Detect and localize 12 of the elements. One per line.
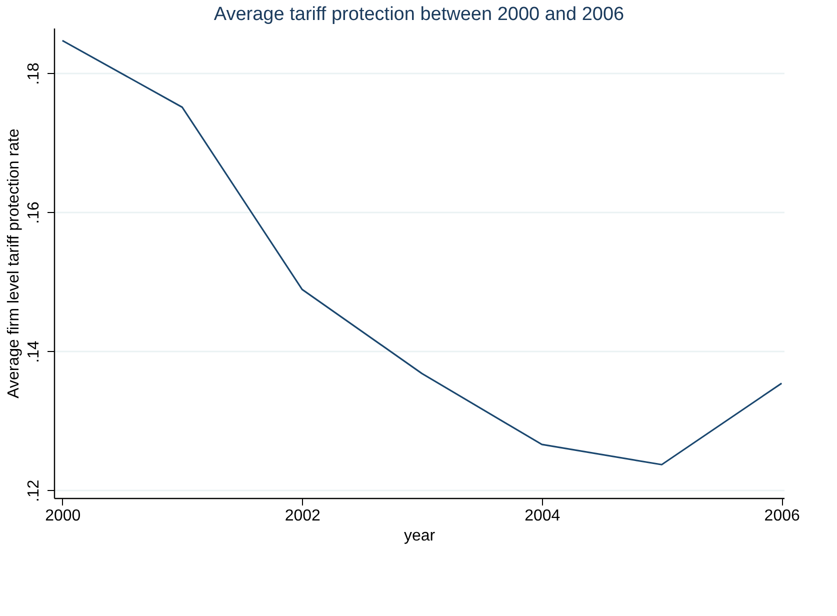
y-tick-label: .16 xyxy=(26,202,42,224)
x-tick-label: 2002 xyxy=(284,508,321,524)
y-axis-title: Average firm level tariff protection rate xyxy=(6,128,22,398)
y-tick-label: .12 xyxy=(26,480,42,502)
x-tick-label: 2000 xyxy=(45,508,81,524)
y-tick-label: .14 xyxy=(26,340,42,363)
chart-title: Average tariff protection between 2000 and 2006 xyxy=(214,4,624,25)
x-tick-label: 2006 xyxy=(764,508,800,524)
y-tick-label: .18 xyxy=(26,62,42,85)
x-tick-label: 2004 xyxy=(524,508,560,524)
x-axis-title: year xyxy=(404,528,436,544)
line-series xyxy=(62,40,782,466)
